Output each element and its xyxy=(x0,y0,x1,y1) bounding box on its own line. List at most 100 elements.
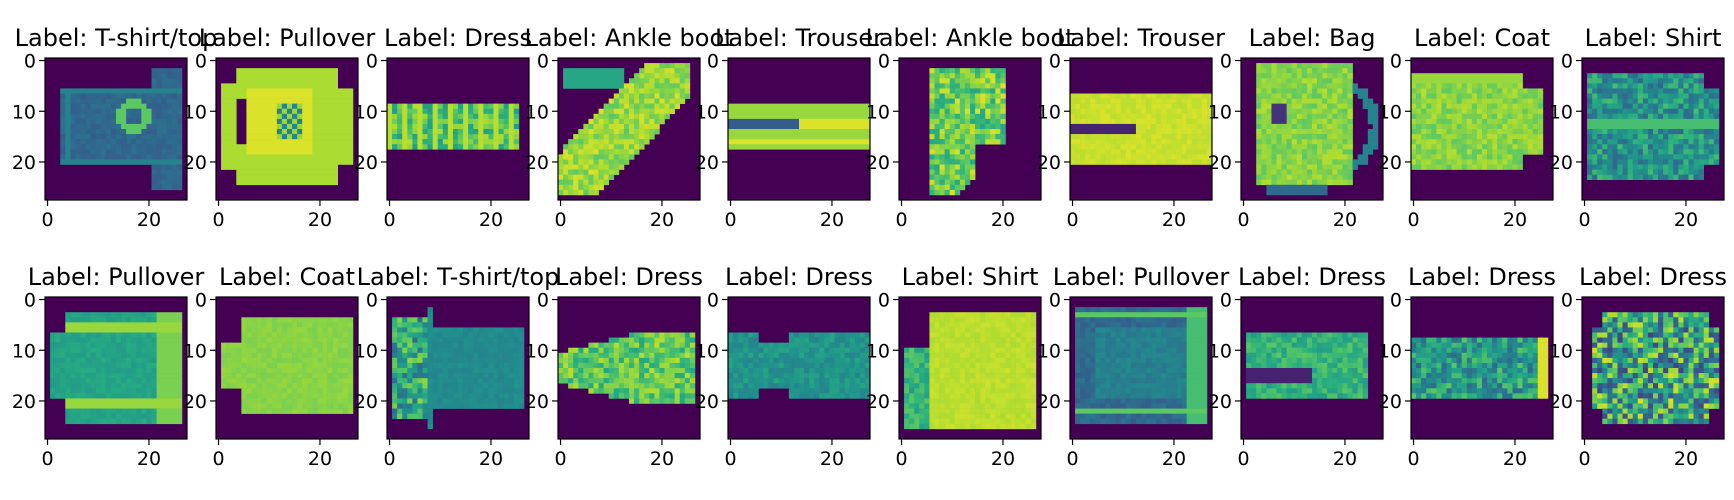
pixel-run xyxy=(1632,103,1639,110)
pixel-run xyxy=(1317,174,1323,181)
pixel-run xyxy=(639,134,645,140)
pixel-run xyxy=(1637,129,1644,135)
pixel-run xyxy=(613,139,620,145)
pixel-run xyxy=(171,93,178,99)
pixel-run xyxy=(136,139,142,145)
pixel-run xyxy=(929,118,935,125)
pixel-run xyxy=(623,108,630,115)
pixel-run xyxy=(105,352,117,359)
pixel-run xyxy=(929,93,935,99)
pixel-run xyxy=(1317,108,1323,115)
pixel-run xyxy=(1617,134,1623,140)
pixel-run xyxy=(649,68,655,74)
pixel-run xyxy=(939,149,945,155)
pixel-run xyxy=(221,154,354,160)
pixel-run xyxy=(251,352,257,359)
pixel-run xyxy=(1271,134,1277,140)
pixel-run xyxy=(412,342,418,349)
pixel-run xyxy=(1688,154,1694,160)
pixel-run xyxy=(603,174,610,181)
pixel-run xyxy=(634,388,640,394)
pixel-run xyxy=(1532,139,1539,145)
y-tick-label: 20 xyxy=(12,152,36,174)
pixel-run xyxy=(417,378,423,384)
pixel-run xyxy=(141,378,147,384)
pixel-run xyxy=(1698,129,1705,135)
pixel-run xyxy=(55,342,61,349)
pixel-run xyxy=(337,398,344,404)
pixel-run xyxy=(95,383,102,389)
pixel-run xyxy=(513,347,520,354)
pixel-run xyxy=(90,352,97,359)
pixel-run xyxy=(422,103,433,110)
pixel-run xyxy=(171,144,178,150)
pixel-run xyxy=(468,403,479,409)
pixel-run xyxy=(402,144,408,150)
pixel-run xyxy=(1070,108,1076,115)
pixel-run xyxy=(1602,169,1608,175)
pixel-run xyxy=(271,408,278,414)
pixel-run xyxy=(1471,113,1478,120)
pixel-run xyxy=(241,383,247,389)
pixel-run xyxy=(498,108,504,115)
pixel-run xyxy=(317,398,323,404)
pixel-run xyxy=(1176,123,1182,130)
pixel-run xyxy=(1678,103,1684,110)
pixel-run xyxy=(287,378,293,384)
pixel-run xyxy=(788,357,795,364)
pixel-run xyxy=(75,368,81,374)
pixel-run xyxy=(1627,98,1634,104)
pixel-run xyxy=(1317,93,1323,99)
pixel-run xyxy=(503,378,510,384)
pixel-run xyxy=(80,383,86,389)
pixel-run xyxy=(1332,98,1338,104)
pixel-run xyxy=(613,129,620,135)
pixel-run xyxy=(1296,179,1303,186)
pixel-run xyxy=(463,139,469,145)
pixel-run xyxy=(629,78,635,84)
pixel-run xyxy=(70,123,76,130)
pixel-run xyxy=(1612,139,1618,145)
pixel-run xyxy=(644,73,650,79)
pixel-run xyxy=(608,144,615,150)
pixel-run xyxy=(100,144,107,150)
pixel-run xyxy=(508,118,515,125)
pixel-run xyxy=(1451,164,1457,170)
pixel-run xyxy=(473,383,484,389)
pixel-run xyxy=(1306,129,1313,135)
pixel-run xyxy=(1693,149,1699,155)
pixel-run xyxy=(1301,103,1308,110)
pixel-run xyxy=(593,134,599,140)
pixel-run xyxy=(1261,108,1267,115)
pixel-run xyxy=(317,403,323,409)
pixel-run xyxy=(639,98,645,104)
pixel-run xyxy=(563,184,569,191)
pixel-run xyxy=(603,113,610,120)
pixel-run xyxy=(407,403,413,409)
pixel-run xyxy=(342,362,349,369)
pixel-run xyxy=(578,362,584,369)
pixel-run xyxy=(1266,159,1272,165)
pixel-run xyxy=(327,398,333,404)
pixel-run xyxy=(649,108,655,115)
pixel-run xyxy=(297,352,303,359)
pixel-run xyxy=(1597,174,1603,181)
pixel-run xyxy=(297,317,303,323)
pixel-run xyxy=(105,103,112,110)
pixel-run xyxy=(463,134,469,140)
pixel-run xyxy=(307,378,313,384)
pixel-run xyxy=(503,134,510,140)
pixel-run xyxy=(417,403,423,409)
pixel-run xyxy=(684,342,691,349)
pixel-run xyxy=(733,332,739,338)
pixel-run xyxy=(105,134,112,140)
pixel-run xyxy=(934,68,940,74)
pixel-run xyxy=(634,347,640,354)
pixel-run xyxy=(859,352,866,359)
pixel-run xyxy=(347,383,354,389)
pixel-run xyxy=(649,342,655,349)
y-tick-label: 20 xyxy=(1378,152,1402,174)
pixel-run xyxy=(121,347,127,354)
pixel-run xyxy=(513,398,520,404)
pixel-run xyxy=(166,123,173,130)
